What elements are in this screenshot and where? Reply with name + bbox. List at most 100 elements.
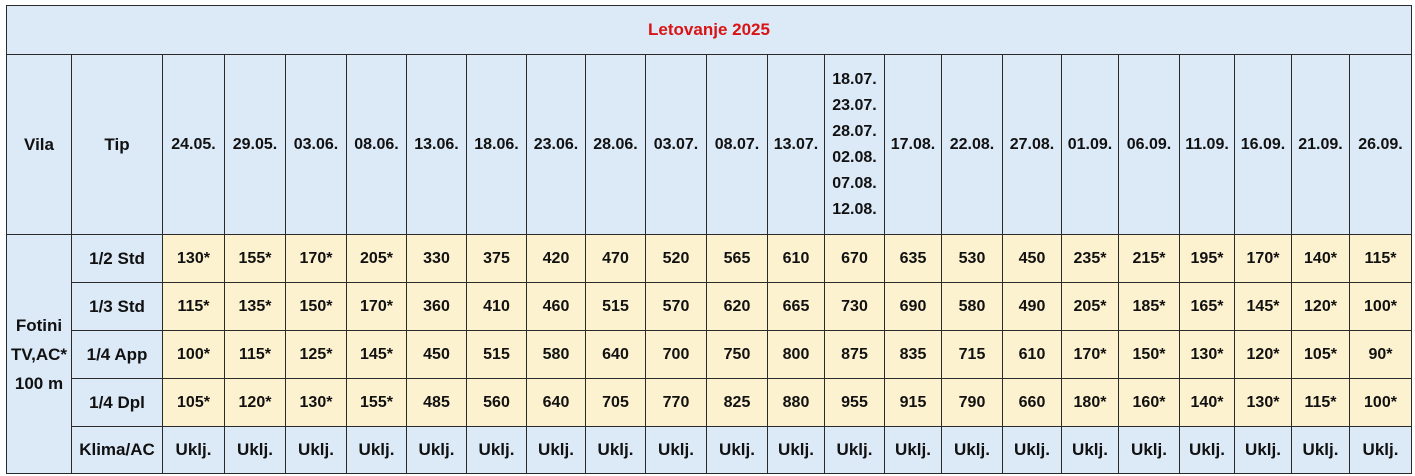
price-cell: 170* (346, 282, 407, 331)
room-type: 1/2 Std (71, 234, 163, 283)
price-cell: 490 (1002, 282, 1062, 331)
period-date: 21.09. (1298, 135, 1343, 153)
price-cell: 360 (406, 282, 467, 331)
period-date: 03.07. (653, 135, 699, 153)
price-cell: 130* (1179, 330, 1235, 379)
room-type: 1/4 App (71, 330, 163, 379)
price-cell: 150* (1118, 330, 1180, 379)
header-period: 01.09. (1061, 54, 1119, 235)
price-cell: 105* (162, 378, 225, 427)
price-cell: 730 (824, 282, 885, 331)
header-period: 16.09. (1234, 54, 1292, 235)
period-date: 08.06. (354, 135, 399, 153)
header-period: 22.08. (941, 54, 1003, 235)
price-cell: 235* (1061, 234, 1119, 283)
price-cell: 450 (406, 330, 467, 379)
table-row: 1/3 Std 115* 135* 150* 170* 360 410 460 515 570 62… (7, 282, 1412, 331)
header-period: 24.05. (162, 54, 225, 235)
period-date: 07.08. (832, 174, 877, 192)
klima-cell: Uklj. (1002, 426, 1062, 474)
price-cell: 700 (645, 330, 707, 379)
price-cell: 570 (645, 282, 707, 331)
price-cell: 115* (1349, 234, 1412, 283)
klima-cell: Uklj. (285, 426, 347, 474)
price-cell: 875 (824, 330, 885, 379)
room-type: 1/3 Std (71, 282, 163, 331)
header-period: 28.06. (585, 54, 646, 235)
price-cell: 790 (941, 378, 1003, 427)
price-cell: 515 (466, 330, 527, 379)
klima-cell: Uklj. (824, 426, 885, 474)
klima-cell: Uklj. (767, 426, 825, 474)
price-cell: 825 (706, 378, 768, 427)
price-cell: 120* (224, 378, 286, 427)
price-cell: 640 (526, 378, 586, 427)
period-date: 12.08. (832, 200, 877, 218)
klima-cell: Uklj. (346, 426, 407, 474)
price-cell: 485 (406, 378, 467, 427)
price-cell: 130* (285, 378, 347, 427)
price-cell: 100* (1349, 282, 1412, 331)
price-cell: 715 (941, 330, 1003, 379)
price-cell: 150* (285, 282, 347, 331)
period-date: 13.06. (414, 135, 459, 153)
title-row: Letovanje 2025 (6, 5, 1412, 55)
header-period: 13.07. (767, 54, 825, 235)
price-cell: 170* (1061, 330, 1119, 379)
klima-cell: Uklj. (162, 426, 225, 474)
price-cell: 155* (346, 378, 407, 427)
price-cell: 955 (824, 378, 885, 427)
price-cell: 130* (1234, 378, 1292, 427)
header-row: Vila Tip 24.05. 29.05. 03.06. 08.06. 13.06. 18.… (6, 54, 1412, 235)
period-date: 29.05. (232, 135, 278, 153)
price-cell: 90* (1349, 330, 1412, 379)
price-cell: 205* (1061, 282, 1119, 331)
klima-cell: Uklj. (1118, 426, 1180, 474)
price-cell: 115* (224, 330, 286, 379)
price-cell: 565 (706, 234, 768, 283)
price-table-container: Letovanje 2025 Vila Tip 24.05. 29.05. 03.06.… (6, 5, 1412, 474)
price-cell: 160* (1118, 378, 1180, 427)
klima-cell: Uklj. (466, 426, 527, 474)
price-cell: 750 (706, 330, 768, 379)
price-cell: 470 (585, 234, 646, 283)
klima-cell: Uklj. (224, 426, 286, 474)
price-cell: 520 (645, 234, 707, 283)
period-date: 27.08. (1009, 135, 1055, 153)
price-cell: 640 (585, 330, 646, 379)
price-cell: 660 (1002, 378, 1062, 427)
price-cell: 375 (466, 234, 527, 283)
price-cell: 120* (1291, 282, 1350, 331)
price-cell: 835 (884, 330, 942, 379)
period-date: 13.07. (773, 135, 819, 153)
period-date: 28.06. (593, 135, 638, 153)
price-cell: 205* (346, 234, 407, 283)
header-period: 03.06. (285, 54, 347, 235)
klima-cell: Uklj. (1349, 426, 1412, 474)
price-cell: 120* (1234, 330, 1292, 379)
period-date: 17.08. (890, 135, 936, 153)
price-cell: 560 (466, 378, 527, 427)
period-date: 01.09. (1067, 135, 1113, 153)
price-cell: 170* (1234, 234, 1292, 283)
price-cell: 610 (1002, 330, 1062, 379)
period-date: 23.07. (832, 96, 877, 114)
price-cell: 770 (645, 378, 707, 427)
klima-cell: Uklj. (1179, 426, 1235, 474)
table-title: Letovanje 2025 (6, 5, 1412, 55)
header-vila: Vila (6, 54, 72, 235)
period-date: 16.09. (1240, 135, 1286, 153)
header-period: 08.07. (706, 54, 768, 235)
villa-cell: Fotini TV,AC* 100 m (6, 234, 72, 474)
price-cell: 580 (526, 330, 586, 379)
klima-cell: Uklj. (585, 426, 646, 474)
period-date: 11.09. (1185, 135, 1229, 153)
header-period: 11.09. (1179, 54, 1235, 235)
price-cell: 125* (285, 330, 347, 379)
price-table: Letovanje 2025 Vila Tip 24.05. 29.05. 03.06.… (6, 5, 1412, 474)
room-type: 1/4 Dpl (71, 378, 163, 427)
price-cell: 105* (1291, 330, 1350, 379)
price-cell: 195* (1179, 234, 1235, 283)
klima-cell: Uklj. (1291, 426, 1350, 474)
period-date: 03.06. (293, 135, 339, 153)
